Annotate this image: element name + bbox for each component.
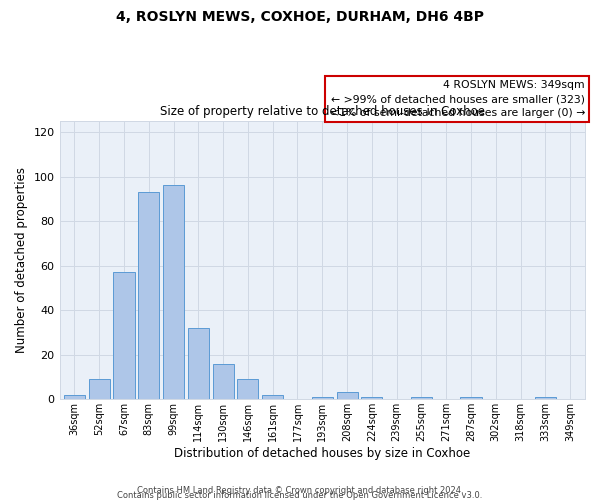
Y-axis label: Number of detached properties: Number of detached properties bbox=[15, 167, 28, 353]
Title: Size of property relative to detached houses in Coxhoe: Size of property relative to detached ho… bbox=[160, 106, 485, 118]
Bar bbox=[262, 394, 283, 399]
Bar bbox=[89, 379, 110, 399]
Text: 4, ROSLYN MEWS, COXHOE, DURHAM, DH6 4BP: 4, ROSLYN MEWS, COXHOE, DURHAM, DH6 4BP bbox=[116, 10, 484, 24]
Bar bbox=[113, 272, 134, 399]
Bar bbox=[188, 328, 209, 399]
Bar bbox=[337, 392, 358, 399]
Bar bbox=[212, 364, 233, 399]
Bar bbox=[238, 379, 259, 399]
X-axis label: Distribution of detached houses by size in Coxhoe: Distribution of detached houses by size … bbox=[174, 447, 470, 460]
Bar bbox=[163, 186, 184, 399]
Bar bbox=[64, 394, 85, 399]
Bar bbox=[411, 397, 432, 399]
Bar bbox=[460, 397, 482, 399]
Text: 4 ROSLYN MEWS: 349sqm
← >99% of detached houses are smaller (323)
<1% of semi-de: 4 ROSLYN MEWS: 349sqm ← >99% of detached… bbox=[329, 80, 585, 118]
Text: Contains public sector information licensed under the Open Government Licence v3: Contains public sector information licen… bbox=[118, 490, 482, 500]
Bar bbox=[361, 397, 382, 399]
Bar bbox=[312, 397, 333, 399]
Text: Contains HM Land Registry data © Crown copyright and database right 2024.: Contains HM Land Registry data © Crown c… bbox=[137, 486, 463, 495]
Bar bbox=[535, 397, 556, 399]
Bar bbox=[138, 192, 160, 399]
